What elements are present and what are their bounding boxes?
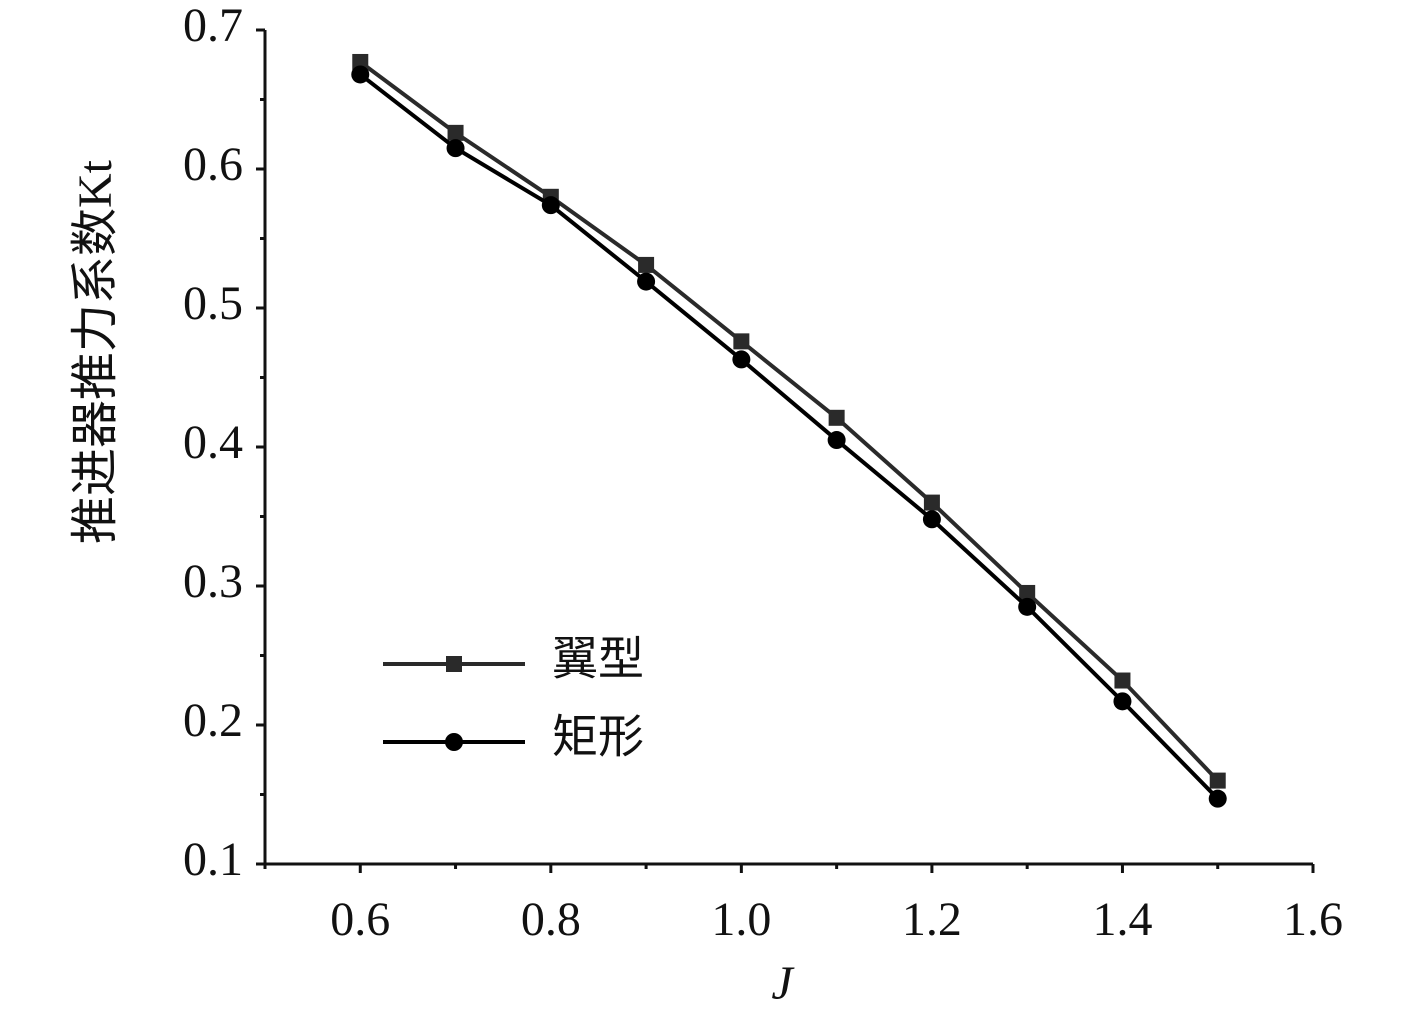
- y-tick-label: 0.4: [183, 416, 243, 469]
- x-tick-label: 1.0: [711, 893, 771, 946]
- y-tick-label: 0.2: [183, 694, 243, 747]
- x-tick-label: 1.6: [1283, 893, 1343, 946]
- marker: [922, 510, 941, 529]
- x-tick-label: 0.8: [521, 893, 581, 946]
- marker: [828, 409, 845, 426]
- legend-marker: [445, 733, 463, 751]
- y-tick-label: 0.6: [183, 138, 243, 191]
- marker: [923, 494, 940, 511]
- x-tick-label: 1.2: [902, 893, 962, 946]
- marker: [446, 139, 465, 158]
- series-line: [359, 72, 1220, 801]
- series-line: [359, 60, 1220, 782]
- marker: [352, 53, 369, 70]
- marker: [733, 333, 750, 350]
- marker: [827, 431, 846, 450]
- x-tick-label: 1.4: [1092, 893, 1152, 946]
- marker: [1114, 672, 1131, 689]
- legend-label: 矩形: [552, 712, 644, 763]
- legend-marker: [446, 656, 462, 672]
- y-tick-label: 0.1: [183, 833, 243, 886]
- marker: [447, 124, 464, 141]
- y-tick-label: 0.5: [183, 277, 243, 330]
- marker: [541, 196, 560, 215]
- y-axis-label: 推进器推力系数Kt: [69, 159, 122, 544]
- legend-label: 翼型: [552, 634, 644, 685]
- x-tick-label: 0.6: [330, 893, 390, 946]
- marker: [351, 65, 370, 84]
- marker: [1018, 597, 1037, 616]
- marker: [1209, 772, 1226, 789]
- marker: [1113, 692, 1132, 711]
- x-axis-label: J: [771, 957, 795, 1010]
- marker: [1019, 584, 1036, 601]
- marker: [637, 272, 656, 291]
- y-tick-label: 0.3: [183, 555, 243, 608]
- marker: [638, 256, 655, 273]
- y-tick-label: 0.7: [183, 0, 243, 52]
- marker: [1208, 789, 1227, 808]
- marker: [732, 350, 751, 369]
